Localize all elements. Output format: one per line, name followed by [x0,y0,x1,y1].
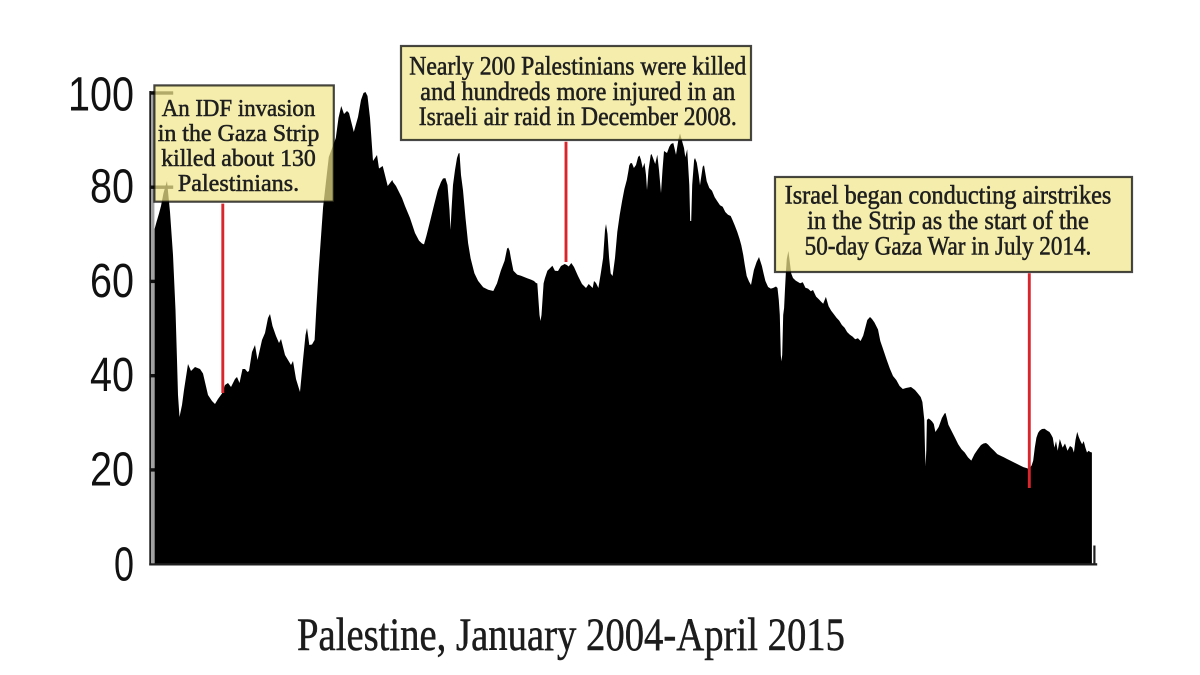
svg-text:Israeli air raid in December 2: Israeli air raid in December 2008. [419,102,737,131]
svg-text:60: 60 [90,255,134,308]
svg-text:Palestinians.: Palestinians. [178,170,299,197]
svg-text:in the Gaza Strip: in the Gaza Strip [158,120,320,147]
svg-text:in the Strip as the start of t: in the Strip as the start of the [807,206,1089,235]
svg-text:Israel began conducting airstr: Israel began conducting airstrikes [785,181,1112,210]
svg-text:0: 0 [114,539,134,592]
svg-text:Nearly 200 Palestinians were k: Nearly 200 Palestinians were killed [409,52,746,81]
svg-text:40: 40 [90,349,134,402]
svg-text:and hundreds more injured in a: and hundreds more injured in an [420,77,735,106]
svg-text:20: 20 [90,443,134,496]
svg-text:killed about 130: killed about 130 [161,145,316,172]
svg-text:80: 80 [90,161,134,214]
svg-text:An IDF invasion: An IDF invasion [162,95,316,122]
svg-text:Palestine, January 2004-April: Palestine, January 2004-April 2015 [297,609,845,661]
svg-text:100: 100 [68,69,134,122]
svg-text:50-day Gaza War in July 2014.: 50-day Gaza War in July 2014. [805,232,1092,261]
